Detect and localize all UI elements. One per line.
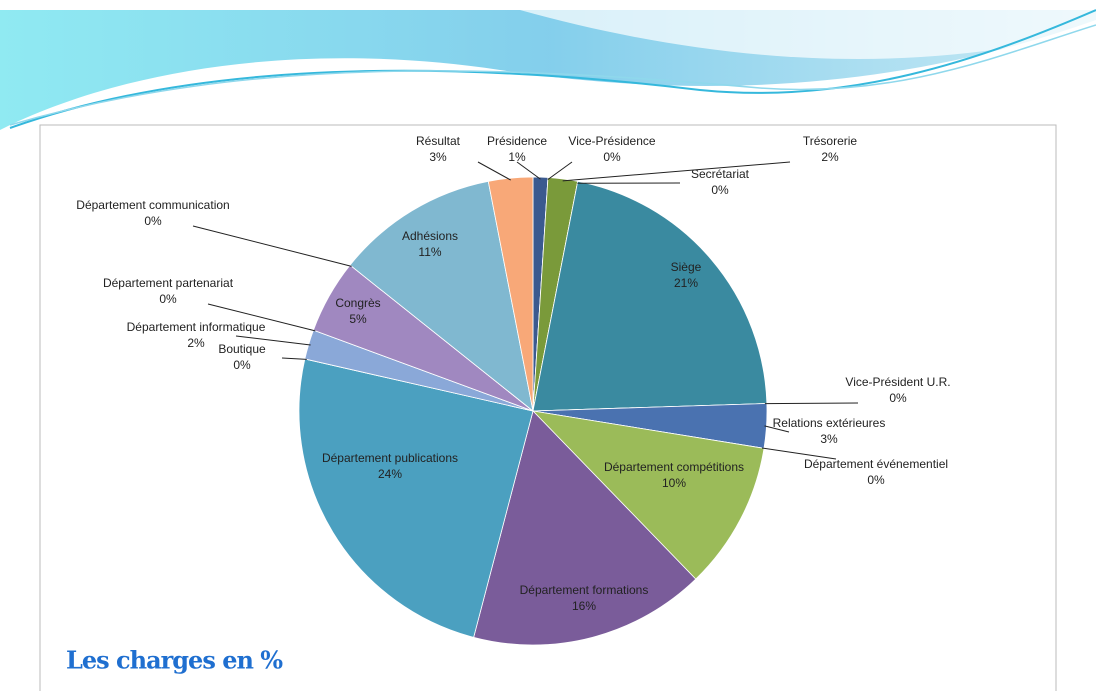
slice-label: Département formations	[520, 583, 649, 597]
leader-line	[765, 403, 858, 404]
slice-label: Résultat	[416, 134, 461, 148]
header-decoration	[0, 10, 1096, 130]
slice-label: Trésorerie	[803, 134, 858, 148]
slice-value-label: 21%	[674, 276, 698, 290]
slice-value-label: 2%	[187, 336, 205, 350]
slice-value-label: 0%	[711, 183, 729, 197]
slice-value-label: 0%	[867, 473, 885, 487]
slice-label: Adhésions	[402, 229, 458, 243]
slice-value-label: 0%	[889, 391, 907, 405]
slice-label: Département communication	[76, 198, 229, 212]
slice-value-label: 3%	[820, 432, 838, 446]
slice-label: Département partenariat	[103, 276, 234, 290]
slice-value-label: 10%	[662, 476, 686, 490]
slice-label: Congrès	[335, 296, 380, 310]
slice-value-label: 24%	[378, 467, 402, 481]
slice-value-label: 16%	[572, 599, 596, 613]
slice-value-label: 3%	[429, 150, 447, 164]
slice-label: Vice-Président U.R.	[845, 375, 950, 389]
slice-label: Boutique	[218, 342, 266, 356]
slice-value-label: 2%	[821, 150, 839, 164]
slice-value-label: 0%	[603, 150, 621, 164]
slice-label: Département informatique	[127, 320, 266, 334]
slice-value-label: 11%	[418, 245, 441, 259]
slice-label: Vice-Présidence	[568, 134, 655, 148]
slice-value-label: 0%	[159, 292, 177, 306]
slice-value-label: 5%	[349, 312, 367, 326]
slice-label: Département événementiel	[804, 457, 948, 471]
slice-value-label: 0%	[233, 358, 251, 372]
slice-value-label: 1%	[508, 150, 526, 164]
slice-label: Secrétariat	[691, 167, 750, 181]
slice-label: Département publications	[322, 451, 458, 465]
slice-value-label: 0%	[144, 214, 162, 228]
slice-label: Relations extérieures	[773, 416, 886, 430]
slice-label: Département compétitions	[604, 460, 744, 474]
slice-label: Siège	[671, 260, 702, 274]
slice-label: Présidence	[487, 134, 547, 148]
chart-title: Les charges en %	[66, 646, 283, 675]
